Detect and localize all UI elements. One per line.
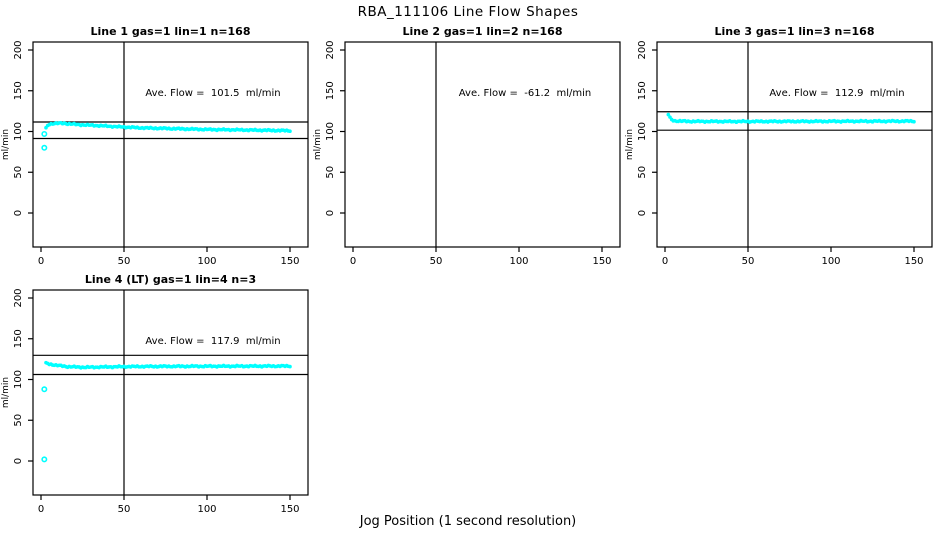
data-points — [44, 360, 292, 370]
ave-flow-annotation: Ave. Flow = -61.2 ml/min — [459, 88, 591, 99]
x-tick-label: 100 — [821, 256, 840, 267]
x-tick-label: 150 — [904, 256, 923, 267]
y-tick-label: 0 — [325, 210, 336, 216]
plot-box — [32, 41, 309, 248]
x-tick-label: 100 — [197, 256, 216, 267]
subplot-svg: 0 50 100 150 0 50 100 150 200 ml/min Line 1 gas=1 … — [1, 25, 309, 267]
ave-flow-annotation: Ave. Flow = 117.9 ml/min — [145, 336, 280, 347]
subplot-svg: 0 50 100 150 0 50 100 150 200 ml/min Line 3 gas=1 … — [625, 25, 933, 267]
x-tick-label: 50 — [430, 256, 443, 267]
y-tick-label: 150 — [325, 81, 336, 100]
x-tick-label: 0 — [350, 256, 356, 267]
y-tick-label: 150 — [637, 81, 648, 100]
y-axis-unit-label: ml/min — [625, 129, 635, 160]
x-tick-label: 0 — [662, 256, 668, 267]
x-tick-label: 0 — [38, 256, 44, 267]
y-axis-unit-label: ml/min — [1, 377, 11, 408]
x-tick-label: 100 — [197, 504, 216, 515]
x-tick-label: 150 — [280, 256, 299, 267]
subplot-title: Line 1 gas=1 lin=1 n=168 — [90, 25, 250, 38]
subplot-line-3: 0 50 100 150 0 50 100 150 200 ml/min Line 3 gas=1 … — [624, 20, 936, 268]
y-axis-unit-label: ml/min — [313, 129, 323, 160]
y-tick-label: 200 — [325, 40, 336, 59]
plot-box — [32, 289, 309, 496]
y-tick-label: 200 — [13, 288, 24, 307]
outlier-point — [41, 456, 48, 463]
subplot-title: Line 2 gas=1 lin=2 n=168 — [402, 25, 562, 38]
y-tick-label: 0 — [13, 210, 24, 216]
ave-flow-annotation: Ave. Flow = 112.9 ml/min — [769, 88, 904, 99]
outlier-point — [41, 386, 48, 393]
y-tick-label: 0 — [13, 458, 24, 464]
x-axis-label: Jog Position (1 second resolution) — [359, 514, 577, 529]
y-tick-label: 50 — [637, 166, 648, 179]
y-tick-label: 100 — [637, 122, 648, 141]
outlier-point — [41, 130, 48, 137]
y-tick-label: 50 — [13, 166, 24, 179]
y-tick-label: 0 — [637, 210, 648, 216]
x-tick-label: 100 — [509, 256, 528, 267]
data-points — [44, 121, 292, 134]
ave-flow-annotation: Ave. Flow = 101.5 ml/min — [145, 88, 280, 99]
x-tick-label: 150 — [280, 504, 299, 515]
y-tick-label: 200 — [13, 40, 24, 59]
y-tick-label: 100 — [325, 122, 336, 141]
plot-box — [656, 41, 933, 248]
y-tick-label: 100 — [13, 122, 24, 141]
page-title: RBA_111106 Line Flow Shapes — [357, 4, 579, 20]
y-tick-label: 150 — [13, 81, 24, 100]
x-tick-label: 50 — [118, 504, 131, 515]
plot-box — [344, 41, 621, 248]
x-tick-label: 50 — [118, 256, 131, 267]
x-tick-label: 50 — [742, 256, 755, 267]
y-tick-label: 200 — [637, 40, 648, 59]
subplot-svg: 0 50 100 150 0 50 100 150 200 ml/min Line 2 gas=1 … — [313, 25, 621, 267]
subplot-svg: 0 50 100 150 0 50 100 150 200 ml/min Line 4 (LT) g… — [1, 273, 309, 515]
subplot-title: Line 3 gas=1 lin=3 n=168 — [714, 25, 874, 38]
y-axis-unit-label: ml/min — [1, 129, 11, 160]
outlier-point — [41, 144, 48, 151]
subplot-line-4: 0 50 100 150 0 50 100 150 200 ml/min Line 4 (LT) g… — [0, 268, 312, 516]
x-tick-label: 150 — [592, 256, 611, 267]
subplot-title: Line 4 (LT) gas=1 lin=4 n=3 — [85, 273, 256, 286]
y-tick-label: 150 — [13, 329, 24, 348]
subplot-line-1: 0 50 100 150 0 50 100 150 200 ml/min Line 1 gas=1 … — [0, 20, 312, 268]
y-tick-label: 50 — [13, 414, 24, 427]
subplot-line-2: 0 50 100 150 0 50 100 150 200 ml/min Line 2 gas=1 … — [312, 20, 624, 268]
x-tick-label: 0 — [38, 504, 44, 515]
data-points — [666, 112, 916, 125]
y-tick-label: 100 — [13, 370, 24, 389]
y-tick-label: 50 — [325, 166, 336, 179]
